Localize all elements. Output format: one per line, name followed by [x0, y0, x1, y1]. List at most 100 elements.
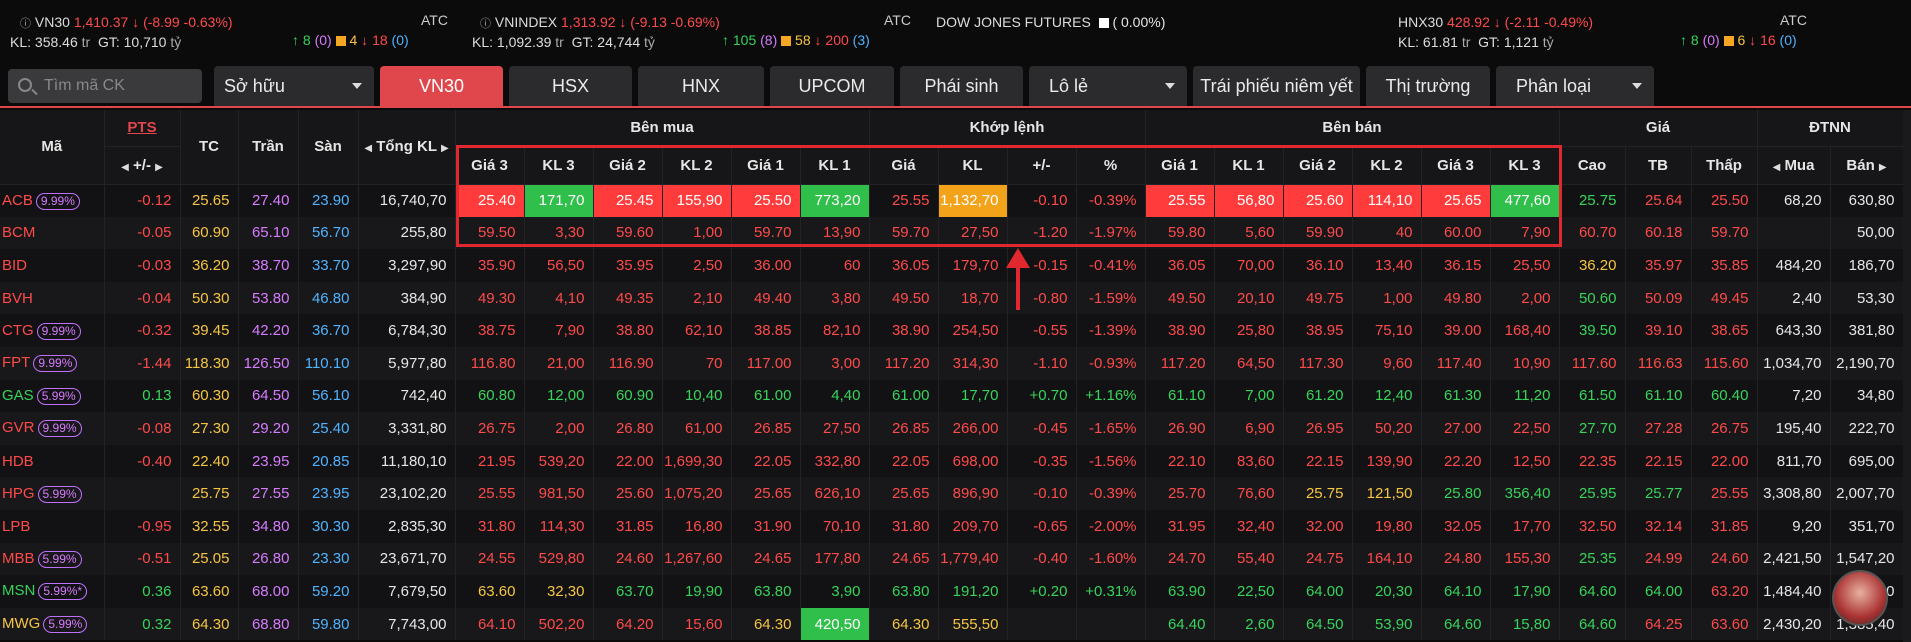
cell-kk: 698,00 [938, 444, 1008, 478]
cell-symbol[interactable]: BCM [0, 216, 105, 250]
cell-symbol[interactable]: ACB 9.99% [0, 184, 105, 217]
tab-lo-le[interactable]: Lô lẻ [1029, 66, 1187, 106]
cell-b2: 24.60 [593, 542, 663, 576]
cell-thap: 25.50 [1691, 184, 1758, 217]
cell-bk2: 1,075,20 [662, 477, 732, 510]
tab-so-huu[interactable]: Sở hữu [214, 66, 374, 106]
cell-a2: 32.00 [1283, 509, 1353, 543]
cell-thap: 38.65 [1691, 314, 1758, 347]
cell-symbol[interactable]: MSN 5.99%* [0, 575, 105, 608]
cell-symbol[interactable]: FPT 9.99% [0, 346, 105, 380]
col-bid-price-2[interactable]: Giá 2 [593, 146, 663, 185]
cell-a1: 24.70 [1145, 542, 1215, 576]
col-bid-vol-1[interactable]: KL 1 [800, 146, 870, 185]
cell-symbol[interactable]: LPB [0, 509, 105, 543]
col-pts[interactable]: PTS [104, 110, 181, 147]
cell-symbol[interactable]: HDB [0, 444, 105, 478]
col-san[interactable]: Sàn [298, 110, 359, 185]
col-avg[interactable]: TB [1625, 146, 1692, 185]
cell-bk1: 420,50 [800, 607, 870, 641]
col-bid-price-1[interactable]: Giá 1 [731, 146, 801, 185]
cell-cao: 25.75 [1559, 184, 1626, 217]
col-ask-vol-2[interactable]: KL 2 [1352, 146, 1422, 185]
table-row[interactable]: HDB -0.40 22.40 23.95 20.85 11,180,10 21.95 539… [0, 444, 1904, 478]
table-row[interactable]: FPT 9.99% -1.44 118.30 126.50 110.10 5,977,80 1… [0, 346, 1904, 380]
tab-phai-sinh[interactable]: Phái sinh [900, 66, 1023, 106]
table-row[interactable]: GAS 5.99% 0.13 60.30 64.50 56.10 742,40 60.80 12… [0, 379, 1904, 413]
tab-upcom[interactable]: UPCOM [770, 66, 894, 106]
table-row[interactable]: BCM -0.05 60.90 65.10 56.70 255,80 59.50 3,30 59… [0, 216, 1904, 250]
dow-jones-futures[interactable]: DOW JONES FUTURES ( 0.00%) [936, 14, 1166, 30]
cell-tran: 64.50 [238, 379, 299, 413]
cell-symbol[interactable]: MBB 5.99% [0, 542, 105, 576]
table-row[interactable]: BID -0.03 36.20 38.70 33.70 3,297,90 35.90 56,5… [0, 249, 1904, 282]
col-ask-vol-1[interactable]: KL 1 [1214, 146, 1284, 185]
cell-tran: 68.80 [238, 607, 299, 641]
cell-kpm: -0.35 [1007, 444, 1077, 478]
index-ticker: ⓘ VN30 1,410.37 ↓ (-8.99 -0.63%) KL: 358… [0, 0, 1911, 58]
cell-ak2: 75,10 [1352, 314, 1422, 347]
col-ask-price-3[interactable]: Giá 3 [1421, 146, 1491, 185]
table-row[interactable]: HPG 5.99% 25.75 27.55 23.95 23,102,20 25.55 981… [0, 477, 1904, 510]
col-match-pct[interactable]: % [1076, 146, 1146, 185]
table-row[interactable]: BVH -0.04 50.30 53.80 46.80 384,90 49.30 4,10 49… [0, 281, 1904, 315]
col-match-change[interactable]: +/- [1007, 146, 1077, 185]
table-row[interactable]: MBB 5.99% -0.51 25.05 26.80 23.30 23,671,70 24.… [0, 542, 1904, 576]
col-foreign-buy[interactable]: ◀ Mua [1757, 146, 1831, 185]
tab-hnx[interactable]: HNX [638, 66, 764, 106]
col-tran[interactable]: Trần [238, 110, 299, 185]
symbol-label: FPT [2, 354, 31, 372]
tab-phan-loai[interactable]: Phân loại [1496, 66, 1654, 106]
col-tong-kl[interactable]: ◀ Tổng KL ▶ [358, 110, 456, 185]
cell-symbol[interactable]: BID [0, 249, 105, 282]
search-input[interactable]: Tìm mã CK [8, 69, 202, 103]
cell-bk2: 155,90 [662, 184, 732, 217]
tab-hsx[interactable]: HSX [509, 66, 632, 106]
cell-kpm: +0.20 [1007, 575, 1077, 608]
cell-symbol[interactable]: MWG 5.99% [0, 607, 105, 641]
col-match-vol[interactable]: KL [938, 146, 1008, 185]
annotation-arrow-icon [1006, 248, 1030, 310]
margin-badge: 5.99% [43, 616, 88, 634]
cell-bk1: 13,90 [800, 216, 870, 250]
assistant-avatar[interactable] [1832, 570, 1888, 626]
cell-mua: 2,421,50 [1757, 542, 1831, 576]
col-tc[interactable]: TC [180, 110, 239, 185]
cell-symbol[interactable]: GVR 9.99% [0, 412, 105, 445]
vertical-scrollbar[interactable] [1903, 110, 1911, 642]
cell-a3: 117.40 [1421, 346, 1491, 380]
table-row[interactable]: MSN 5.99%* 0.36 63.60 68.00 59.20 7,679,50 63.6… [0, 575, 1904, 608]
cell-b1: 63.80 [731, 575, 801, 608]
table-row[interactable]: LPB -0.95 32.55 34.80 30.30 2,835,30 31.80 114,… [0, 509, 1904, 543]
vn30-index[interactable]: ⓘ VN30 1,410.37 ↓ (-8.99 -0.63%) KL: 358… [10, 14, 233, 50]
table-row[interactable]: MWG 5.99% 0.32 64.30 68.80 59.80 7,743,00 64.10… [0, 607, 1904, 641]
vnindex-index[interactable]: ⓘ VNINDEX 1,313.92 ↓ (-9.13 -0.69%) KL: … [472, 14, 720, 50]
col-ask-vol-3[interactable]: KL 3 [1490, 146, 1560, 185]
table-row[interactable]: ACB 9.99% -0.12 25.65 27.40 23.90 16,740,70 25.… [0, 184, 1904, 217]
cell-tkl: 7,679,50 [358, 575, 456, 608]
col-bid-vol-3[interactable]: KL 3 [524, 146, 594, 185]
col-ask-price-2[interactable]: Giá 2 [1283, 146, 1353, 185]
col-ask-price-1[interactable]: Giá 1 [1145, 146, 1215, 185]
col-plus-minus[interactable]: ◀ +/- ▶ [104, 146, 181, 185]
cell-symbol[interactable]: HPG 5.99% [0, 477, 105, 510]
col-foreign-sell[interactable]: Bán ▶ [1830, 146, 1904, 185]
cell-symbol[interactable]: BVH [0, 281, 105, 315]
col-match-price[interactable]: Giá [869, 146, 939, 185]
hnx30-index[interactable]: HNX30 428.92 ↓ (-2.11 -0.49%) KL: 61.81 … [1398, 14, 1594, 50]
col-bid-price-3[interactable]: Giá 3 [455, 146, 525, 185]
table-row[interactable]: GVR 9.99% -0.08 27.30 29.20 25.40 3,331,80 26.7… [0, 412, 1904, 445]
col-high[interactable]: Cao [1559, 146, 1626, 185]
col-low[interactable]: Thấp [1691, 146, 1758, 185]
tab-vn30[interactable]: VN30 [380, 66, 503, 106]
cell-symbol[interactable]: CTG 9.99% [0, 314, 105, 347]
col-ma[interactable]: Mã [0, 110, 105, 185]
tab-trai-phieu[interactable]: Trái phiếu niêm yết [1193, 66, 1360, 106]
col-bid-vol-2[interactable]: KL 2 [662, 146, 732, 185]
table-row[interactable]: CTG 9.99% -0.32 39.45 42.20 36.70 6,784,30 38.7… [0, 314, 1904, 347]
cell-symbol[interactable]: GAS 5.99% [0, 379, 105, 413]
tab-thi-truong[interactable]: Thị trường [1366, 66, 1490, 106]
cell-b3: 38.75 [455, 314, 525, 347]
cell-a1: 63.90 [1145, 575, 1215, 608]
cell-ak1: 70,00 [1214, 249, 1284, 282]
